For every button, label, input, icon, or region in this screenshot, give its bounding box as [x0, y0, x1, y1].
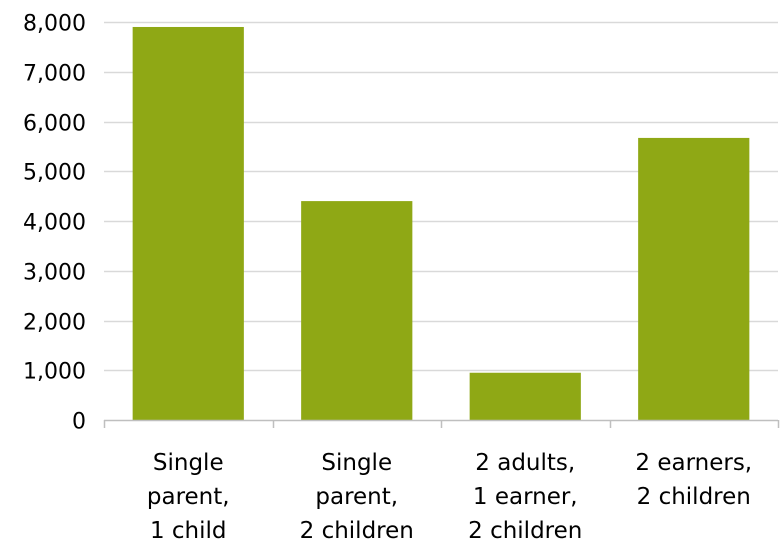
axes	[103, 419, 780, 428]
y-tick-label: 1,000	[23, 360, 86, 385]
x-category-label-line: 2 adults,	[475, 450, 575, 476]
y-tick-labels: 0 1,000 2,000 3,000 4,000 5,000 6,000 7,000 8,00…	[23, 12, 86, 435]
x-category-label: Single parent, 1 child	[147, 450, 230, 544]
y-tick-label: 8,000	[23, 12, 86, 37]
x-category-label-line: Single	[153, 450, 224, 476]
y-tick-label: 4,000	[23, 211, 86, 236]
x-category-label-line: parent,	[147, 484, 230, 510]
x-category-label-line: 2 children	[300, 518, 414, 544]
x-category-label: 2 adults, 1 earner, 2 children	[468, 450, 582, 544]
y-tick-label: 0	[72, 410, 86, 435]
bar	[638, 137, 750, 421]
x-category-label-line: 1 earner,	[473, 484, 578, 510]
x-category-label: Single parent, 2 children	[300, 450, 414, 544]
y-tick-label: 6,000	[23, 112, 86, 137]
x-category-label-line: 1 child	[150, 518, 227, 544]
x-category-label-line: 2 children	[637, 484, 751, 510]
bar	[301, 201, 413, 420]
x-category-label: 2 earners, 2 children	[635, 450, 752, 510]
x-category-labels: Single parent, 1 child Single parent, 2 child…	[147, 450, 752, 544]
y-tick-label: 5,000	[23, 161, 86, 186]
bar	[469, 372, 581, 420]
x-category-label-line: Single	[321, 450, 392, 476]
x-category-label-line: parent,	[315, 484, 398, 510]
x-category-label-line: 2 earners,	[635, 450, 752, 476]
y-tick-label: 3,000	[23, 261, 86, 286]
x-category-label-line: 2 children	[468, 518, 582, 544]
y-tick-label: 2,000	[23, 311, 86, 336]
y-tick-label: 7,000	[23, 62, 86, 87]
bar	[132, 26, 244, 420]
bars	[132, 26, 750, 421]
